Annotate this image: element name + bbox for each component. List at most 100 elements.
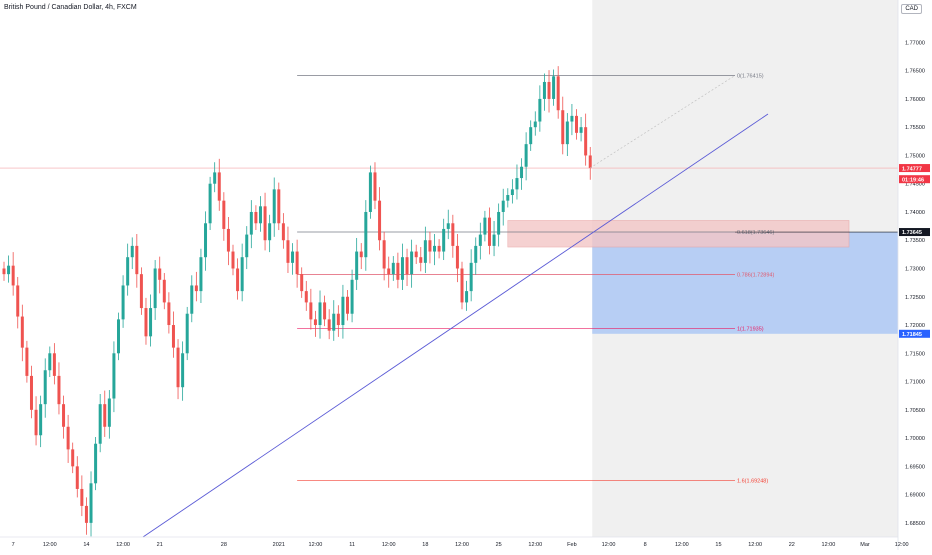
candle-body [323, 302, 327, 320]
candle-body [396, 262, 400, 280]
candle-body [249, 211, 253, 235]
position-box [592, 232, 898, 334]
candle-body [332, 313, 336, 331]
x-tick-label: 12:00 [43, 542, 57, 548]
y-tick-label: 1.74500 [905, 182, 925, 188]
candle-body [281, 223, 285, 241]
candle-body [43, 370, 47, 405]
candle-body [300, 274, 304, 292]
candle-body [2, 268, 6, 275]
price-axis-tag-label: 1.73645 [902, 230, 922, 236]
x-tick-label: 28 [221, 542, 227, 548]
candle-body [240, 257, 244, 292]
x-tick-label: 21 [157, 542, 163, 548]
candle-body [80, 488, 84, 506]
candle-body [167, 302, 171, 326]
candle-body [359, 251, 363, 258]
y-tick-label: 1.70000 [905, 436, 925, 442]
candle-body [547, 81, 551, 99]
candle-body [94, 443, 98, 484]
candle-body [524, 144, 528, 167]
price-axis-tag [899, 228, 930, 237]
candle-body [245, 234, 249, 258]
candle-body [405, 257, 409, 275]
supply-zone [507, 220, 850, 248]
candle-body [423, 240, 427, 263]
fib-level-label: 0(1.76415) [737, 73, 764, 79]
candle-body [66, 426, 70, 450]
x-tick-label: 12:00 [895, 542, 909, 548]
x-tick-label: 15 [715, 542, 721, 548]
candle-body [20, 316, 24, 348]
candle-body [506, 195, 510, 201]
candle-body [149, 308, 153, 337]
candle-body [355, 251, 359, 280]
candle-body [16, 285, 20, 317]
candle-body [39, 404, 43, 436]
candle-body [48, 353, 52, 371]
candle-body [588, 155, 592, 168]
candle-body [75, 466, 79, 489]
candle-body [272, 189, 276, 224]
candle-body [313, 319, 317, 326]
y-tick-label: 1.71000 [905, 380, 925, 386]
candle-body [258, 206, 262, 224]
candle-body [368, 172, 372, 212]
y-tick-label: 1.69000 [905, 493, 925, 499]
candle-body [89, 483, 93, 523]
projection-line [590, 75, 736, 169]
currency-badge[interactable]: CAD [901, 4, 922, 14]
candle-body [575, 115, 578, 133]
candle-body [561, 110, 565, 145]
candle-body [226, 228, 230, 252]
candle-body [391, 262, 395, 275]
candle-body [469, 262, 473, 292]
candle-body [295, 251, 299, 275]
x-tick-label: 12:00 [748, 542, 762, 548]
candle-body [474, 245, 478, 263]
candle-body [194, 285, 198, 292]
candle-body [410, 251, 414, 275]
candle-body [57, 375, 61, 405]
price-axis-tag-label: 1.71845 [902, 332, 922, 338]
candle-body [62, 404, 66, 427]
x-tick-label: 2021 [273, 542, 285, 548]
candle-body [437, 245, 441, 252]
trend-line [142, 113, 769, 538]
x-tick-label: 12:00 [382, 542, 396, 548]
candle-body [387, 268, 391, 275]
x-tick-label: 22 [789, 542, 795, 548]
x-tick-label: 7 [12, 542, 15, 548]
candle-body [419, 257, 423, 263]
candle-body [130, 245, 134, 258]
candle-body [318, 302, 322, 326]
candle-body [185, 313, 189, 354]
candle-body [556, 76, 560, 111]
x-tick-label: Mar [860, 542, 870, 548]
candle-body [139, 274, 143, 309]
candle-body [204, 223, 208, 258]
price-axis-bg [898, 0, 932, 550]
candle-body [382, 240, 386, 269]
candle-body [25, 347, 29, 376]
x-tick-label: 8 [644, 542, 647, 548]
candle-body [451, 223, 455, 246]
candle-body [446, 223, 450, 229]
candle-body [501, 200, 505, 212]
candle-body [268, 223, 272, 241]
candle-body [460, 268, 464, 303]
y-tick-label: 1.71500 [905, 351, 925, 357]
candle-body [29, 375, 33, 410]
price-axis-tag [899, 329, 930, 338]
y-tick-label: 1.70500 [905, 408, 925, 414]
candle-body [181, 353, 185, 388]
chart-title: British Pound / Canadian Dollar, 4h, FXC… [4, 4, 137, 11]
price-axis-tag [899, 175, 930, 184]
candle-body [478, 234, 482, 246]
candle-body [112, 353, 116, 399]
fib-level-label: 0.618(1.73646) [737, 230, 774, 236]
candle-body [433, 245, 437, 252]
candle-body [455, 245, 459, 269]
